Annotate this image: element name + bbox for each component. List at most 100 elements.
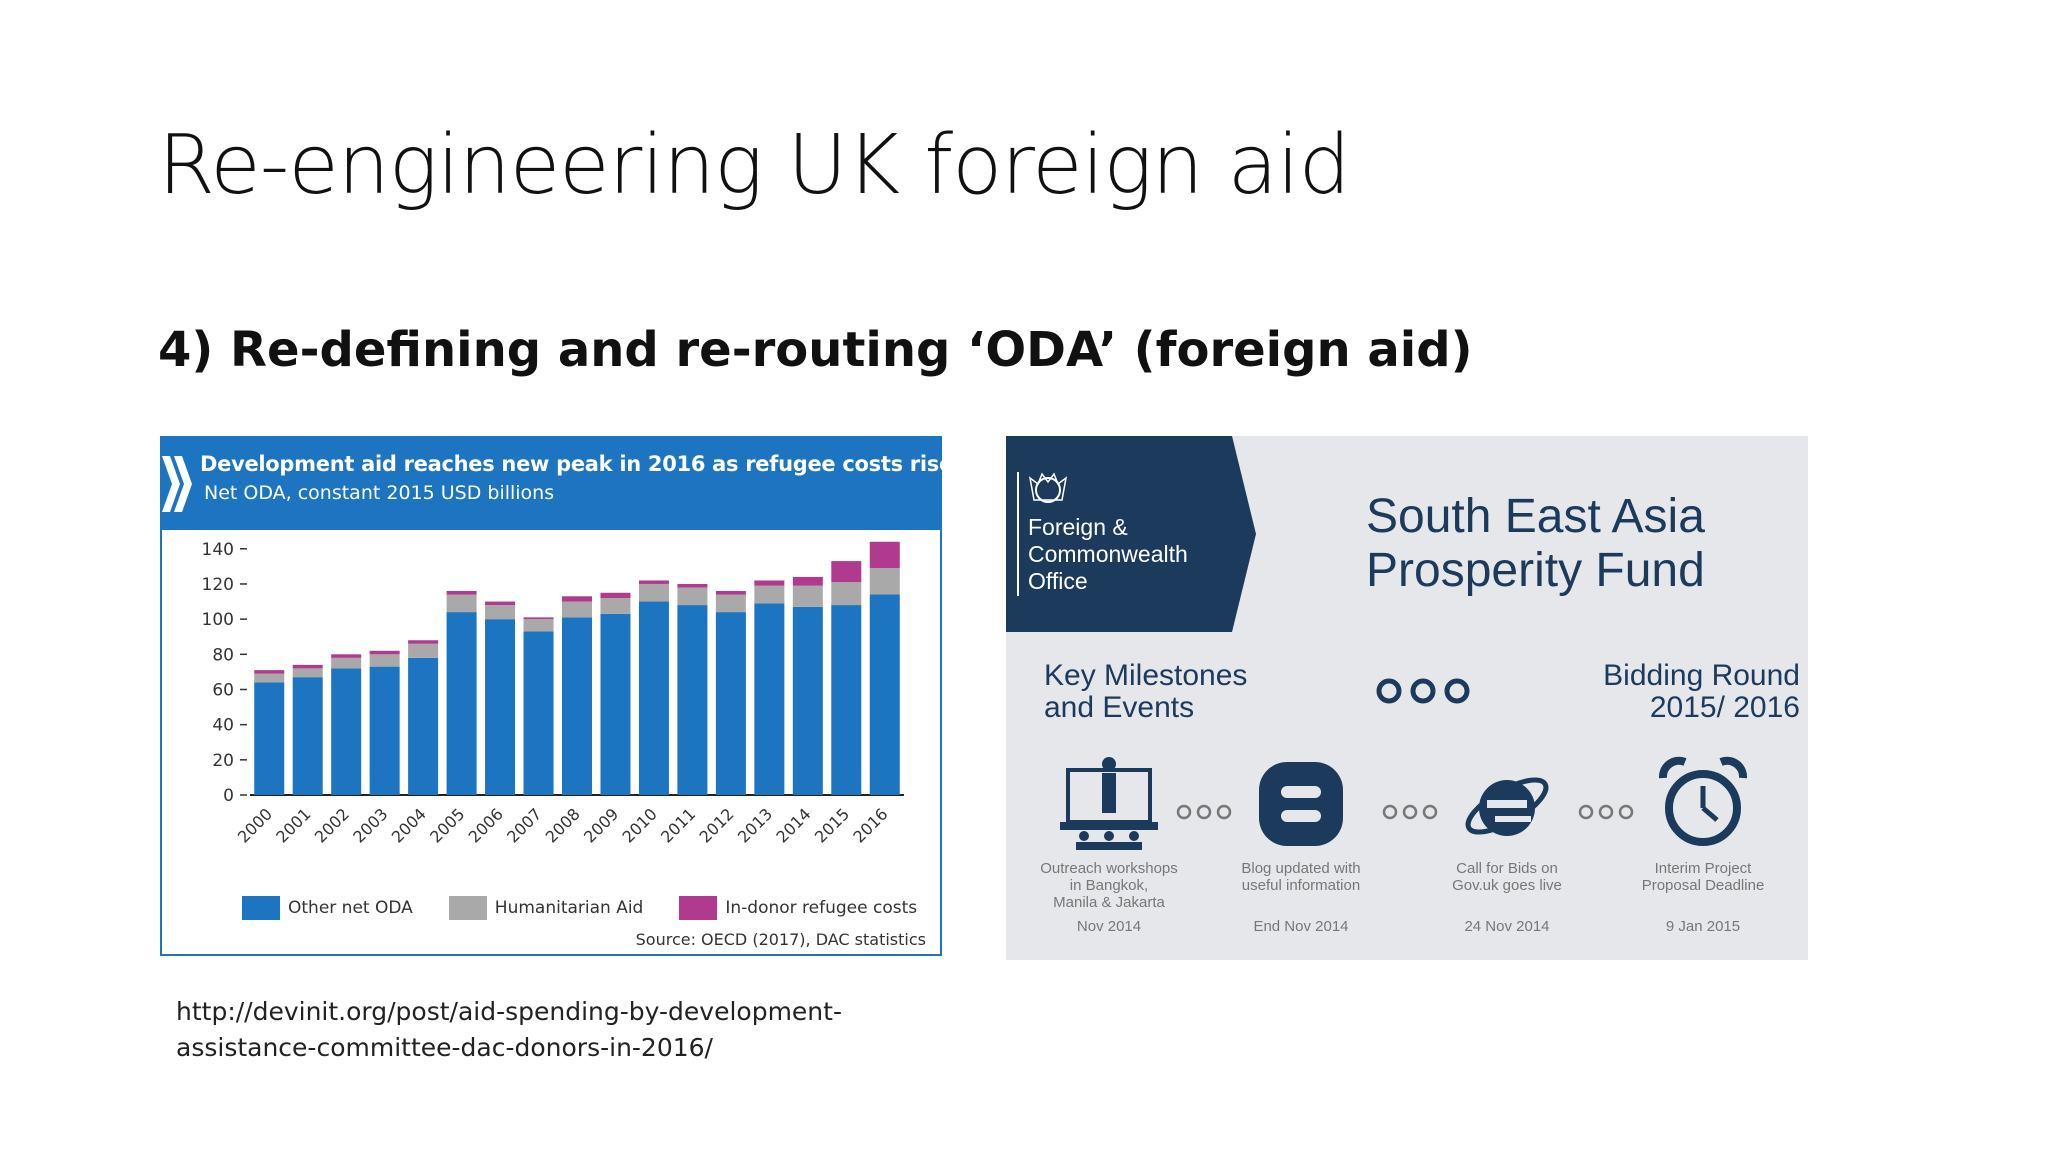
y-tick-label: 80 bbox=[212, 645, 234, 665]
bar-in-donor-refugee-costs-2002 bbox=[331, 654, 362, 658]
bar-other-net-oda-2001 bbox=[292, 677, 323, 795]
bar-other-net-oda-2007 bbox=[523, 631, 554, 795]
chart-subtitle: Net ODA, constant 2015 USD billions bbox=[204, 482, 555, 504]
legend-item-other-net-oda: Other net ODA bbox=[242, 896, 413, 920]
bidding-heading-line: Bidding Round bbox=[1603, 659, 1800, 692]
y-tick-label: 60 bbox=[212, 680, 234, 700]
x-tick-label: 2013 bbox=[734, 804, 776, 846]
milestone-caption: Call for Bids on Gov.uk goes live bbox=[1422, 860, 1592, 914]
bar-in-donor-refugee-costs-2001 bbox=[292, 664, 323, 669]
bar-other-net-oda-2016 bbox=[869, 594, 900, 795]
bar-in-donor-refugee-costs-2010 bbox=[638, 580, 669, 584]
bar-in-donor-refugee-costs-2006 bbox=[485, 601, 516, 606]
bar-humanitarian-aid-2013 bbox=[754, 585, 785, 604]
bar-humanitarian-aid-2005 bbox=[446, 594, 477, 613]
x-tick-label: 2000 bbox=[234, 804, 276, 846]
x-tick-label: 2015 bbox=[811, 804, 853, 846]
connector-dots-icon bbox=[1578, 804, 1634, 820]
fco-name-line: Commonwealth bbox=[1028, 541, 1188, 567]
x-tick-label: 2016 bbox=[849, 804, 891, 846]
x-tick-label: 2001 bbox=[272, 804, 314, 846]
slide-subtitle: 4) Re-defining and re-routing ‘ODA’ (for… bbox=[158, 322, 1473, 378]
bar-in-donor-refugee-costs-2009 bbox=[600, 592, 631, 599]
bar-humanitarian-aid-2012 bbox=[715, 594, 746, 613]
prosperity-fund-infographic: Foreign & Commonwealth Office South East… bbox=[1006, 436, 1808, 960]
bar-in-donor-refugee-costs-2012 bbox=[715, 591, 746, 595]
x-tick-label: 2002 bbox=[311, 804, 353, 846]
oda-bar-chart: 0204060801001201402000200120022003200420… bbox=[202, 540, 904, 847]
bar-in-donor-refugee-costs-2016 bbox=[869, 541, 900, 569]
bar-humanitarian-aid-2001 bbox=[292, 668, 323, 678]
legend-label: Humanitarian Aid bbox=[494, 898, 644, 918]
bar-humanitarian-aid-2007 bbox=[523, 619, 554, 632]
bar-in-donor-refugee-costs-2007 bbox=[523, 617, 554, 620]
legend-item-humanitarian-aid: Humanitarian Aid bbox=[448, 896, 644, 920]
bar-humanitarian-aid-2002 bbox=[331, 657, 362, 669]
internet-explorer-icon bbox=[1465, 777, 1549, 836]
legend-label: Other net ODA bbox=[288, 898, 413, 918]
source-url[interactable]: http://devinit.org/post/aid-spending-by-… bbox=[176, 994, 842, 1066]
legend-swatch-humanitarian-aid bbox=[448, 896, 487, 920]
bar-humanitarian-aid-2000 bbox=[254, 673, 285, 683]
x-tick-label: 2006 bbox=[465, 804, 507, 846]
milestones-heading-line: Key Milestones bbox=[1044, 659, 1248, 692]
milestone-caption-line: Blog updated with bbox=[1241, 860, 1361, 877]
bar-other-net-oda-2000 bbox=[254, 682, 285, 795]
milestone-caption-line: useful information bbox=[1241, 877, 1361, 894]
bar-humanitarian-aid-2016 bbox=[869, 568, 900, 595]
milestone-caption-line: Outreach workshops bbox=[1040, 860, 1178, 877]
slide-title: Re-engineering UK foreign aid bbox=[158, 118, 1351, 213]
bar-in-donor-refugee-costs-2015 bbox=[831, 561, 862, 583]
x-tick-label: 2012 bbox=[695, 804, 737, 846]
milestones-heading-line: and Events bbox=[1044, 691, 1195, 724]
x-tick-label: 2014 bbox=[772, 804, 814, 846]
bar-in-donor-refugee-costs-2003 bbox=[369, 650, 400, 655]
milestone-outreach: Outreach workshops in Bangkok, Manila & … bbox=[1024, 756, 1194, 935]
chart-legend: Other net ODA Humanitarian Aid In-donor … bbox=[242, 896, 917, 920]
double-chevron-icon bbox=[162, 456, 192, 512]
milestone-caption-line: Interim Project bbox=[1654, 860, 1752, 877]
bar-other-net-oda-2013 bbox=[754, 603, 785, 795]
bar-humanitarian-aid-2011 bbox=[677, 587, 708, 606]
fco-name-line: Foreign & bbox=[1028, 514, 1128, 540]
source-url-line[interactable]: assistance-committee-dac-donors-in-2016/ bbox=[176, 1033, 713, 1062]
x-tick-label: 2004 bbox=[388, 804, 430, 846]
milestone-caption-line: Call for Bids on bbox=[1456, 860, 1558, 877]
royal-crest-icon bbox=[1028, 472, 1068, 503]
chart-header: Development aid reaches new peak in 2016… bbox=[162, 438, 953, 530]
bar-other-net-oda-2003 bbox=[369, 666, 400, 795]
milestone-caption-line: Proposal Deadline bbox=[1641, 877, 1765, 894]
milestone-blog: Blog updated with useful information End… bbox=[1216, 756, 1386, 935]
milestone-caption-line: in Bangkok, bbox=[1069, 877, 1149, 894]
fco-name: Foreign & Commonwealth Office bbox=[1028, 514, 1188, 595]
milestone-caption-line: Manila & Jakarta bbox=[1053, 894, 1165, 911]
milestone-call-for-bids: Call for Bids on Gov.uk goes live 24 Nov… bbox=[1422, 756, 1592, 935]
y-tick-label: 40 bbox=[212, 716, 234, 736]
fund-title: South East Asia Prosperity Fund bbox=[1366, 490, 1705, 598]
legend-swatch-refugee-costs bbox=[679, 896, 718, 920]
blog-icon bbox=[1259, 762, 1343, 846]
y-tick-label: 20 bbox=[212, 751, 234, 771]
bar-other-net-oda-2014 bbox=[792, 606, 823, 795]
milestone-caption: Outreach workshops in Bangkok, Manila & … bbox=[1024, 860, 1194, 914]
fund-title-line: Prosperity Fund bbox=[1366, 544, 1705, 597]
fco-banner bbox=[1006, 436, 1256, 632]
y-tick-label: 0 bbox=[223, 786, 234, 806]
bar-humanitarian-aid-2015 bbox=[831, 582, 862, 606]
fund-title-line: South East Asia bbox=[1366, 490, 1705, 543]
bar-humanitarian-aid-2010 bbox=[638, 583, 669, 602]
bar-other-net-oda-2009 bbox=[600, 613, 631, 795]
source-url-line[interactable]: http://devinit.org/post/aid-spending-by-… bbox=[176, 997, 842, 1026]
bidding-heading-line: 2015/ 2016 bbox=[1649, 691, 1800, 724]
connector-dots-icon bbox=[1176, 804, 1232, 820]
milestone-date: Nov 2014 bbox=[1076, 918, 1142, 935]
legend-swatch-other-net-oda bbox=[242, 896, 280, 920]
bar-humanitarian-aid-2014 bbox=[792, 585, 823, 607]
chart-source: Source: OECD (2017), DAC statistics bbox=[635, 930, 926, 949]
connector-dots-icon bbox=[1382, 804, 1438, 820]
x-tick-label: 2011 bbox=[657, 804, 699, 846]
chart-title: Development aid reaches new peak in 2016… bbox=[200, 452, 953, 476]
bar-in-donor-refugee-costs-2004 bbox=[408, 640, 439, 644]
bar-in-donor-refugee-costs-2008 bbox=[561, 596, 593, 602]
bar-humanitarian-aid-2003 bbox=[369, 654, 400, 667]
